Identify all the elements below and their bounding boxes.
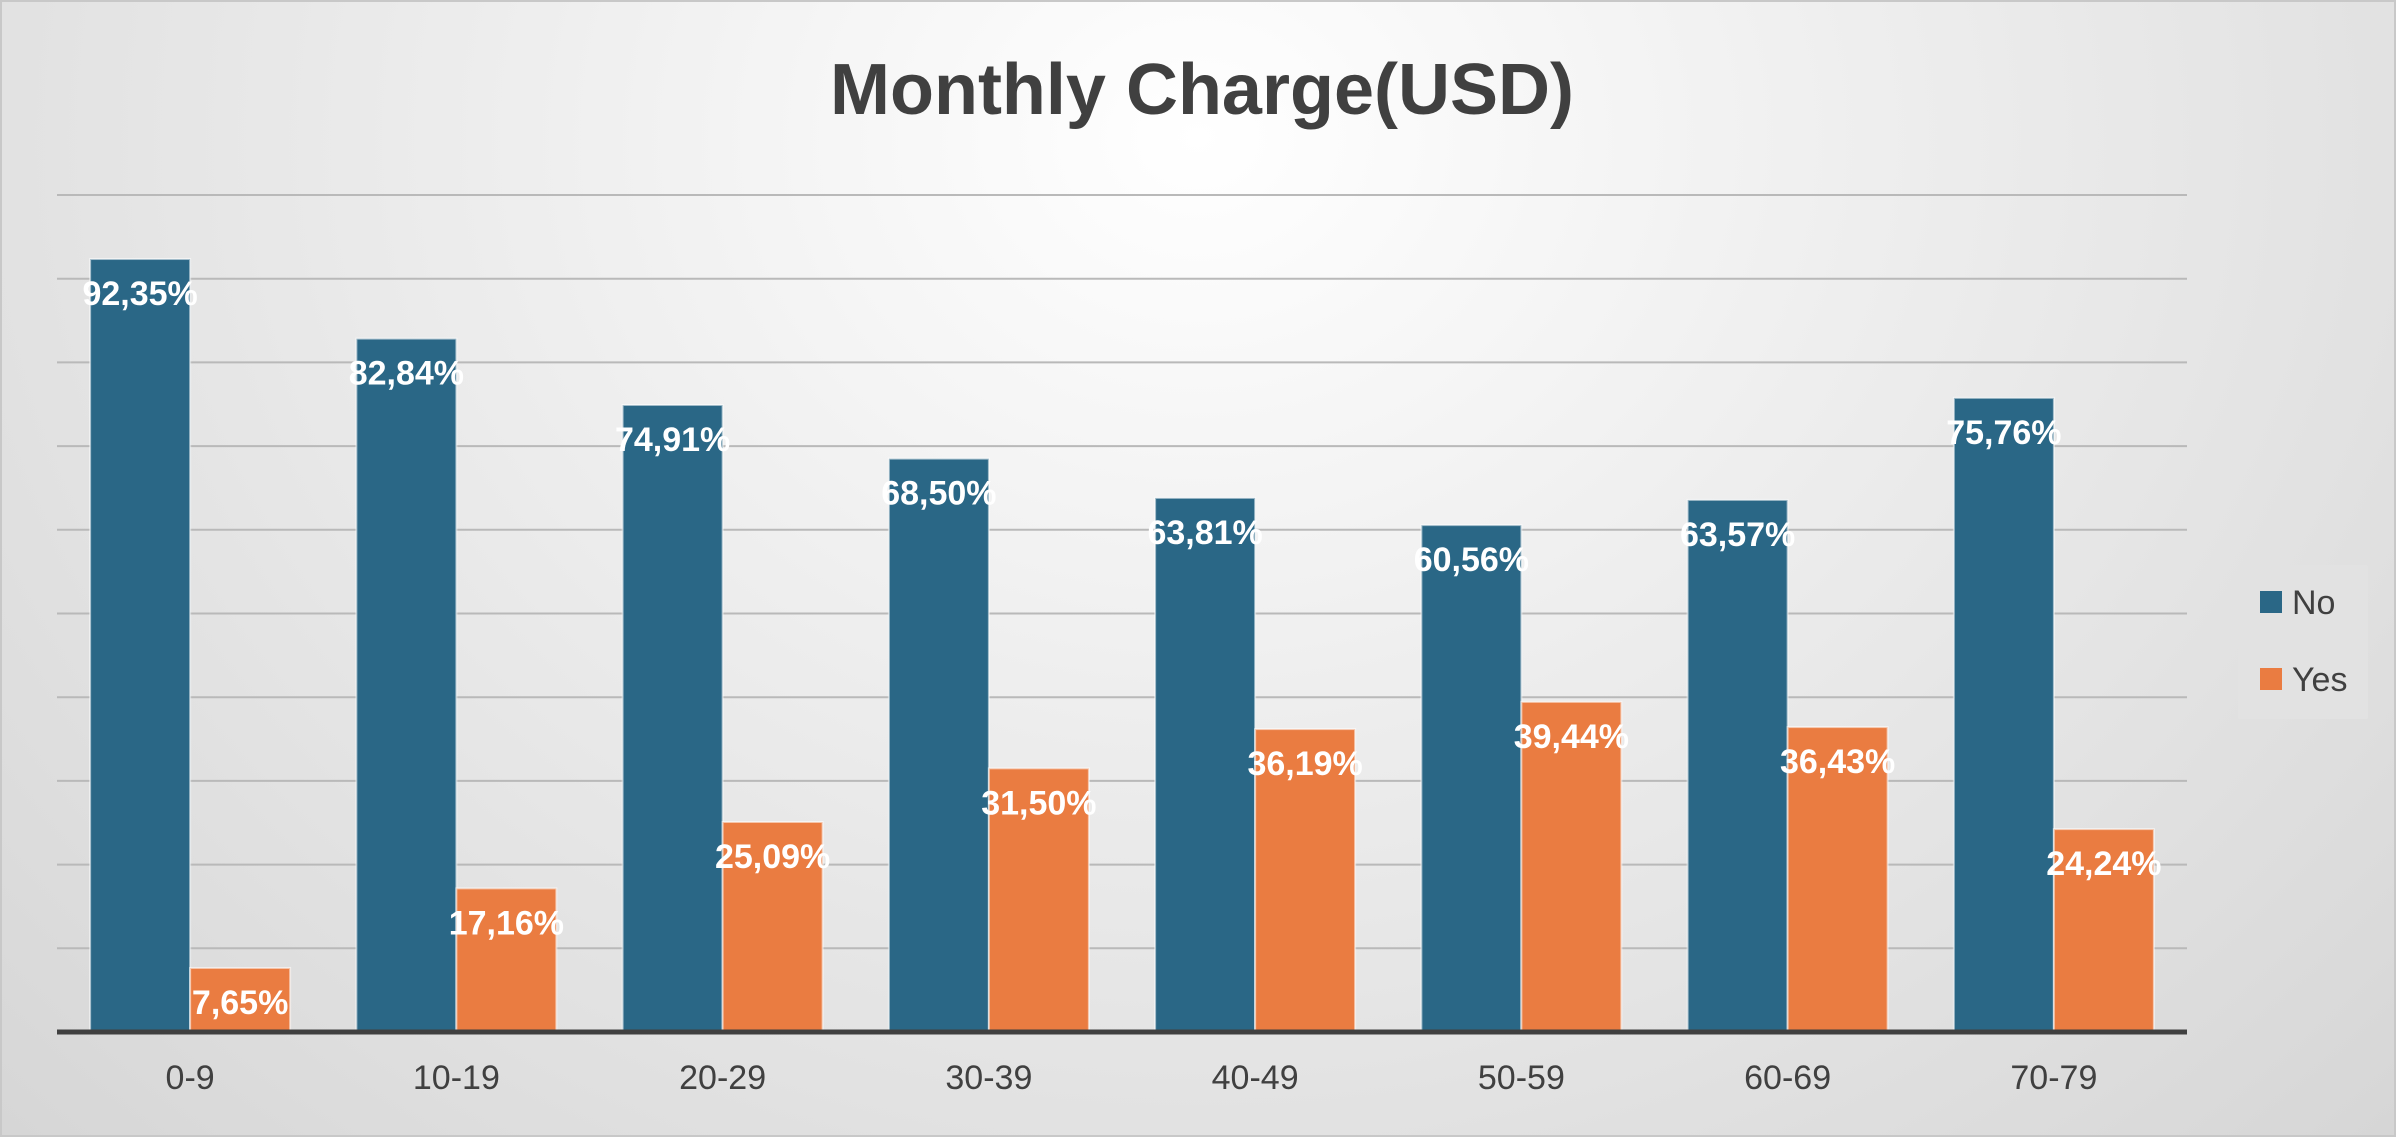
data-label-no-50-59: 60,56%: [1414, 541, 1529, 579]
data-label-no-70-79: 75,76%: [1946, 414, 2061, 452]
x-tick-label: 10-19: [413, 1059, 500, 1097]
data-label-no-10-19: 82,84%: [349, 355, 464, 393]
data-label-yes-20-29: 25,09%: [715, 838, 830, 876]
bar-yes-50-59: [1520, 700, 1623, 1033]
data-label-yes-0-9: 7,65%: [192, 984, 288, 1022]
chart-title: Monthly Charge(USD): [830, 50, 1574, 130]
data-label-no-60-69: 63,57%: [1680, 516, 1795, 554]
x-tick-label: 70-79: [2010, 1059, 2097, 1097]
x-tick-label: 0-9: [166, 1059, 215, 1097]
x-tick-label: 50-59: [1478, 1059, 1565, 1097]
data-label-yes-10-19: 17,16%: [449, 904, 564, 942]
bar-no-30-39: [887, 457, 990, 1033]
bar-yes-70-79: [2052, 828, 2155, 1033]
bar-no-50-59: [1420, 524, 1523, 1033]
bar-yes-30-39: [987, 767, 1090, 1033]
data-label-no-0-9: 92,35%: [82, 275, 197, 313]
x-tick-label: 20-29: [679, 1059, 766, 1097]
data-label-yes-40-49: 36,19%: [1247, 745, 1362, 783]
bar-yes-10-19: [455, 887, 558, 1033]
bar-yes-60-69: [1786, 726, 1889, 1033]
x-tick-label: 40-49: [1212, 1059, 1299, 1097]
bar-no-20-29: [621, 404, 724, 1033]
bar-no-70-79: [1952, 396, 2055, 1033]
legend-label-no: No: [2292, 584, 2335, 622]
bar-no-0-9: [89, 258, 192, 1033]
data-label-yes-50-59: 39,44%: [1514, 718, 1629, 756]
bar-yes-0-9: [189, 966, 292, 1033]
data-label-no-30-39: 68,50%: [881, 475, 996, 513]
bar-no-60-69: [1686, 498, 1789, 1033]
data-labels: 92,35% 7,65% 82,84% 17,16% 74,91% 25,09% 68,50…: [82, 275, 2161, 1022]
x-tick-label: 30-39: [945, 1059, 1032, 1097]
x-tick-label: 60-69: [1744, 1059, 1831, 1097]
legend-swatch-yes: [2260, 668, 2282, 690]
legend-label-yes: Yes: [2292, 661, 2347, 699]
bar-no-10-19: [355, 337, 458, 1033]
bar-yes-20-29: [721, 820, 824, 1033]
legend: No Yes: [2238, 565, 2368, 719]
bar-yes-40-49: [1254, 728, 1357, 1034]
data-label-yes-60-69: 36,43%: [1780, 743, 1895, 781]
data-label-no-20-29: 74,91%: [615, 421, 730, 459]
bar-no-40-49: [1154, 496, 1257, 1034]
data-label-yes-30-39: 31,50%: [981, 784, 1096, 822]
x-axis: 0-9 10-19 20-29 30-39 40-49 50-59 60-69 70-79: [57, 1029, 2187, 1097]
legend-swatch-no: [2260, 591, 2282, 613]
data-label-no-40-49: 63,81%: [1147, 514, 1262, 552]
data-label-yes-70-79: 24,24%: [2046, 845, 2161, 883]
